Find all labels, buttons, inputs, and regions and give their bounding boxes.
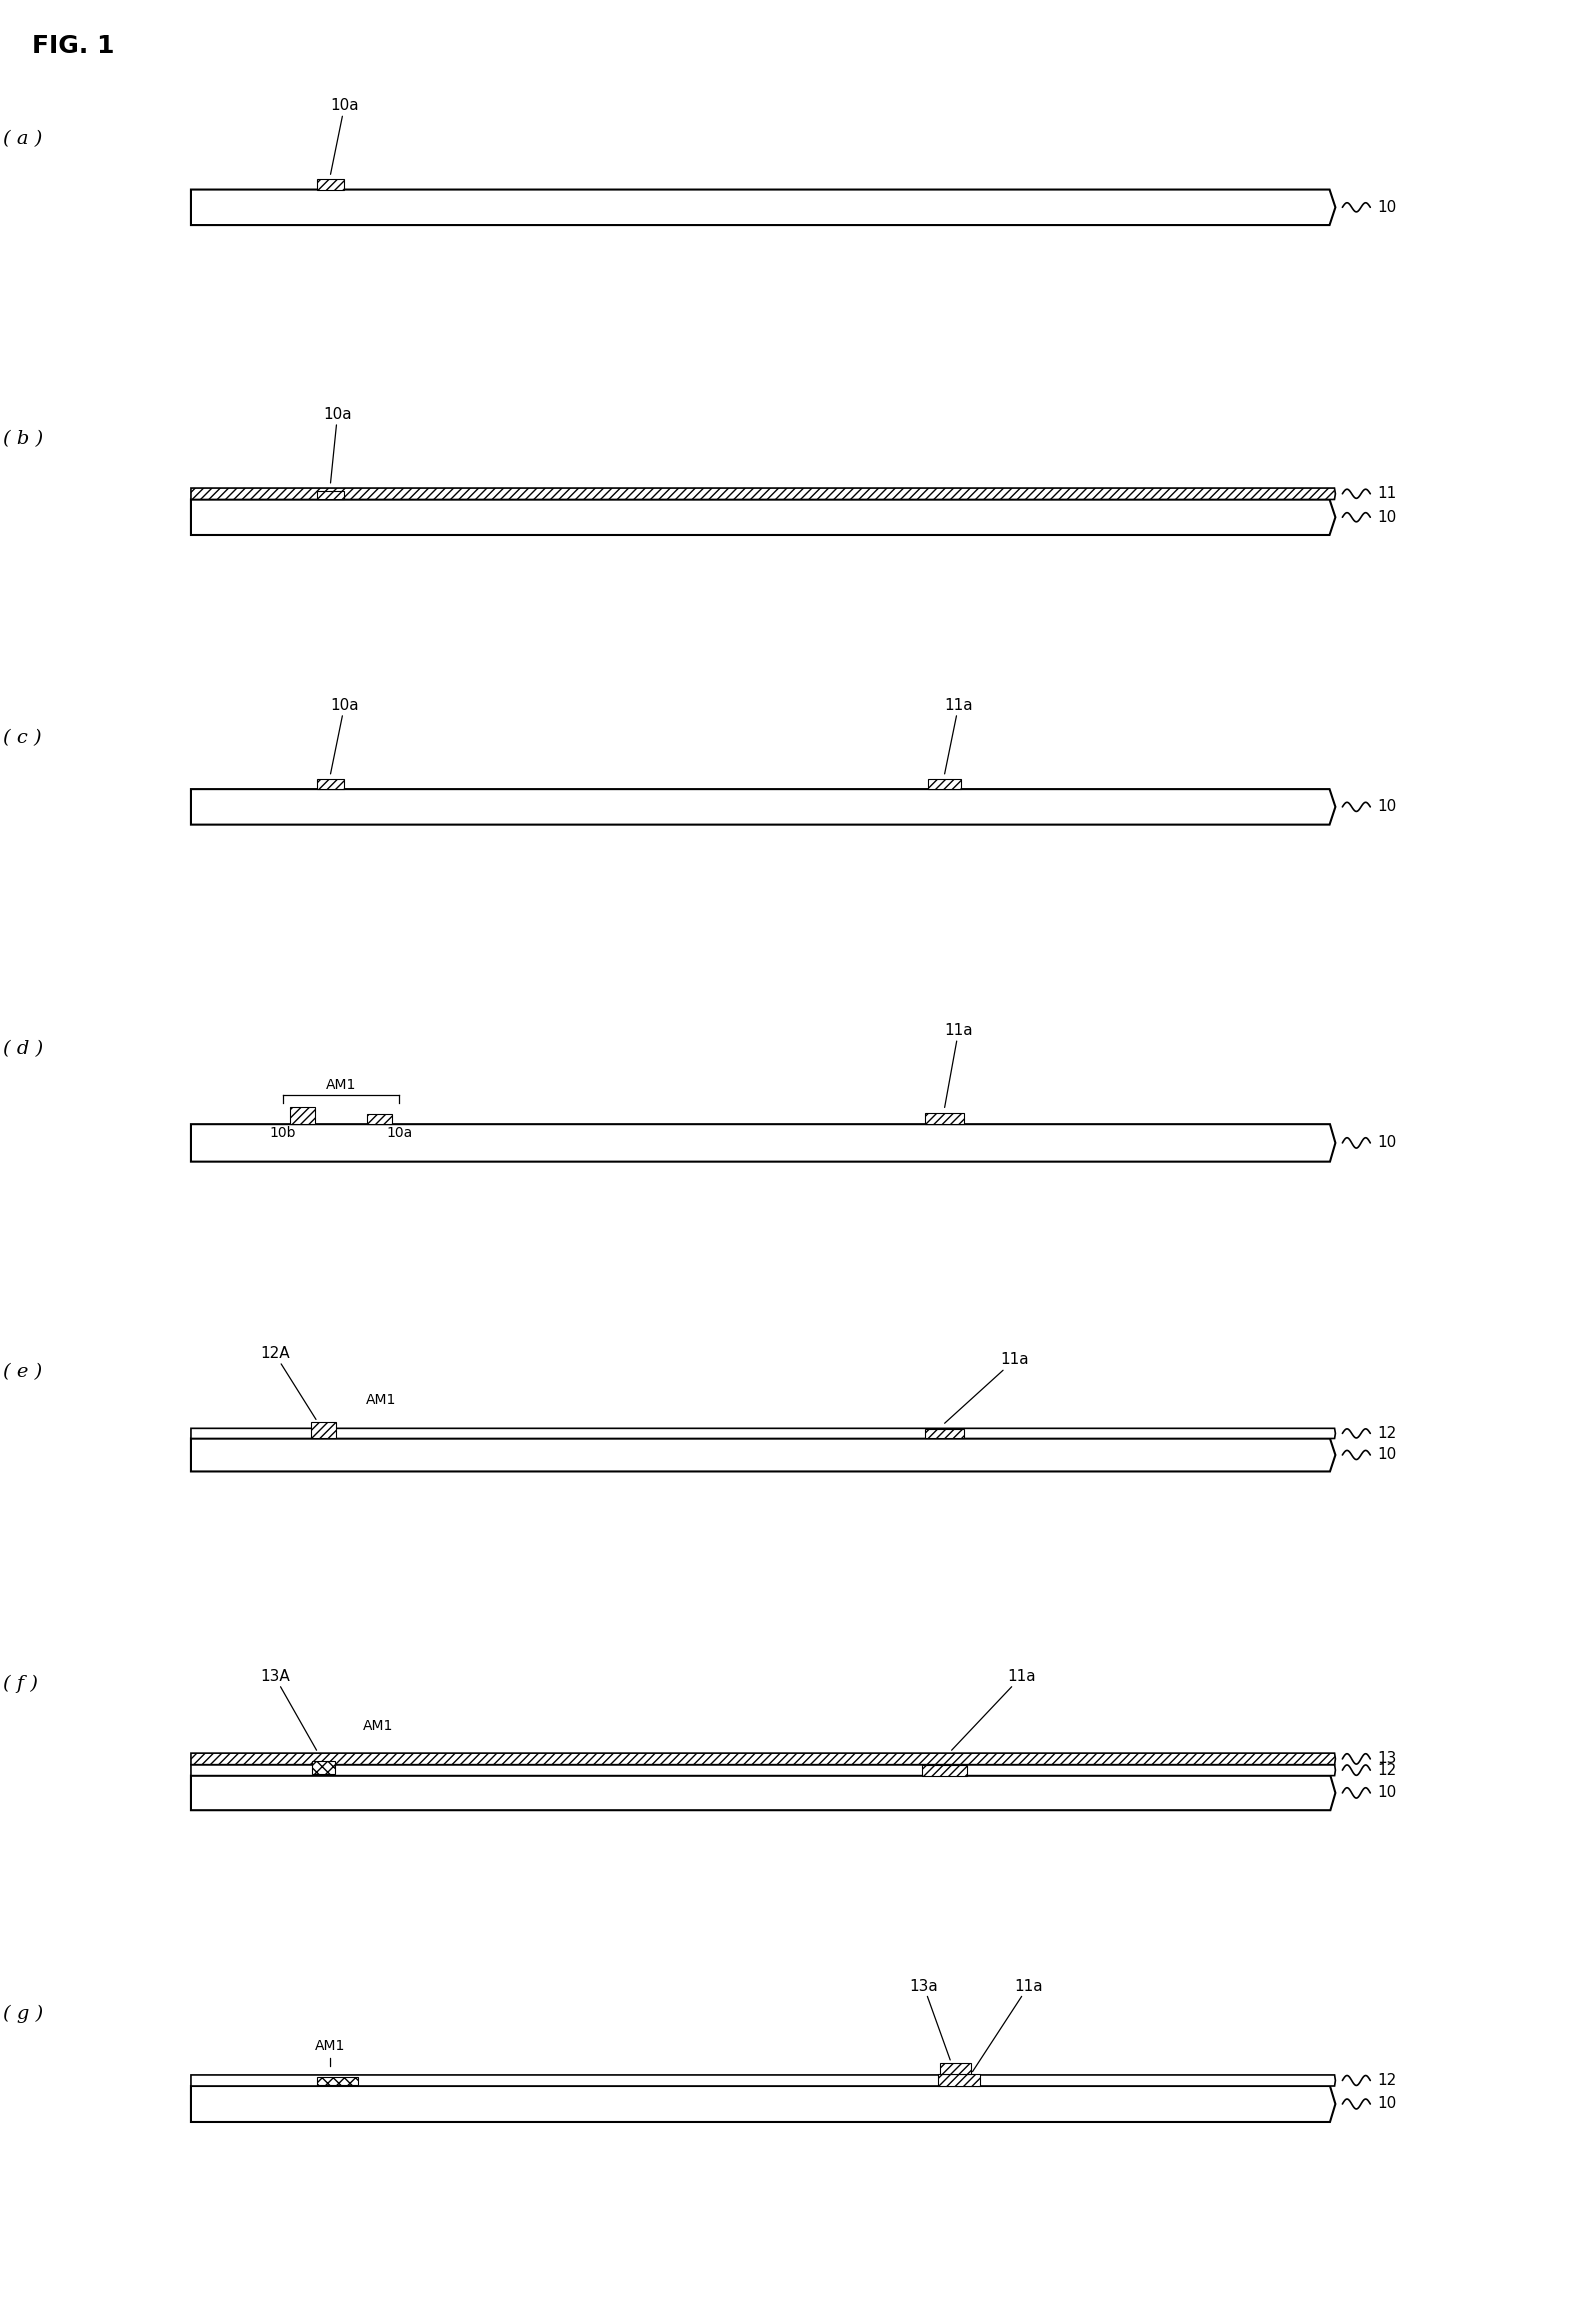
Bar [925,1114,964,1125]
Bar [923,1764,967,1776]
Text: 10: 10 [1377,201,1397,214]
Text: AM1: AM1 [325,1079,357,1093]
Text: 10: 10 [1377,1448,1397,1462]
Bar [317,491,344,500]
Text: 10: 10 [1377,510,1397,526]
Text: 10a: 10a [330,699,358,775]
Bar [290,1107,316,1125]
Bar [928,779,961,789]
Text: 11a: 11a [944,1024,972,1107]
Text: 11a: 11a [945,1351,1029,1423]
Text: ( g ): ( g ) [3,2004,43,2022]
Text: 13A: 13A [260,1670,317,1750]
Bar [937,2075,980,2087]
Text: 13a: 13a [909,1979,950,2059]
Bar [940,2064,971,2075]
Text: 12: 12 [1377,1425,1397,1441]
Text: 10: 10 [1377,2096,1397,2112]
Bar [311,1423,336,1439]
Polygon shape [190,500,1335,535]
Text: ( a ): ( a ) [3,129,41,148]
Polygon shape [190,1125,1335,1162]
Text: 12: 12 [1377,2073,1397,2087]
Bar [317,2078,358,2085]
Polygon shape [190,2075,1335,2087]
Bar [317,180,344,189]
Text: 11a: 11a [972,1979,1042,2071]
Text: ( f ): ( f ) [3,1674,38,1693]
Text: 10b: 10b [270,1125,295,1139]
Text: 10a: 10a [330,99,358,175]
Polygon shape [190,489,1335,500]
Text: 11: 11 [1377,487,1397,500]
Bar [317,779,344,789]
Polygon shape [190,1776,1335,1810]
Text: ( e ): ( e ) [3,1363,41,1381]
Bar [366,1114,392,1125]
Text: 10: 10 [1377,1135,1397,1151]
Text: 10: 10 [1377,800,1397,814]
Polygon shape [190,1427,1335,1439]
Text: AM1: AM1 [363,1718,393,1734]
Text: ( d ): ( d ) [3,1040,43,1058]
Polygon shape [190,1764,1335,1776]
Text: 10a: 10a [387,1125,412,1139]
Polygon shape [190,789,1335,826]
Text: 12: 12 [1377,1762,1397,1778]
Text: 11a: 11a [952,1670,1036,1750]
Text: 12A: 12A [260,1347,316,1420]
Text: AM1: AM1 [316,2039,346,2052]
Text: FIG. 1: FIG. 1 [32,35,114,58]
Text: 11a: 11a [944,699,972,775]
Text: AM1: AM1 [365,1393,396,1407]
Bar [925,1430,964,1439]
Text: 10a: 10a [324,408,352,482]
Text: ( c ): ( c ) [3,729,41,747]
Bar [312,1762,335,1776]
Polygon shape [190,1439,1335,1471]
Text: 13: 13 [1377,1750,1397,1766]
Polygon shape [190,189,1335,226]
Text: ( b ): ( b ) [3,429,43,447]
Text: 10: 10 [1377,1785,1397,1801]
Polygon shape [190,2087,1335,2122]
Polygon shape [190,1753,1335,1764]
